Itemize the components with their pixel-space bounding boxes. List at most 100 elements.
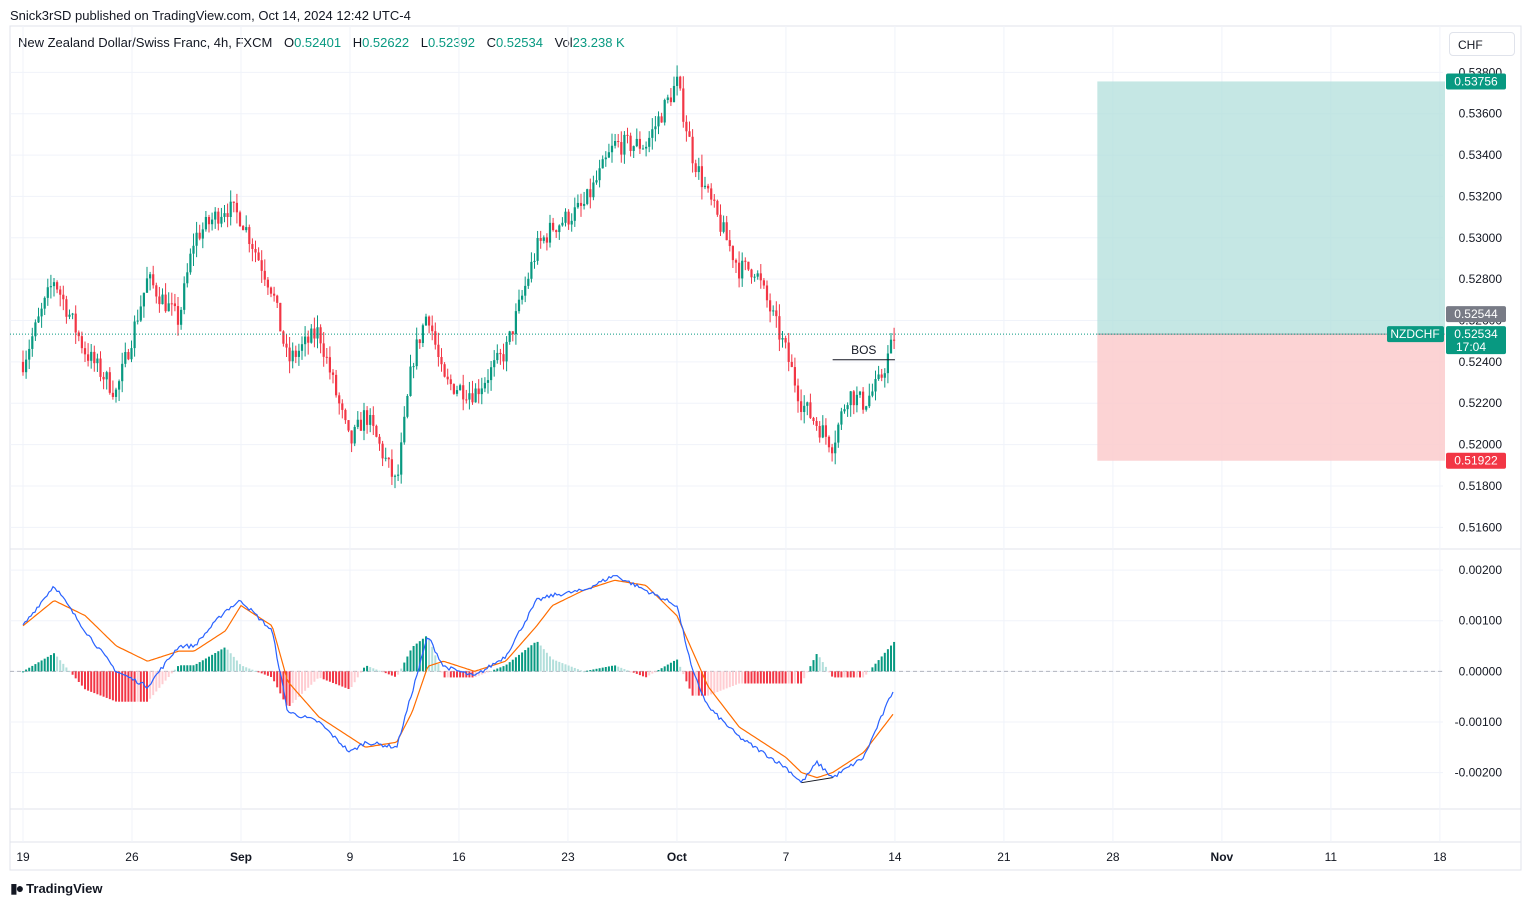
candle-body	[173, 303, 176, 307]
candle-body	[149, 274, 152, 279]
histogram-bar	[232, 656, 235, 672]
histogram-bar	[363, 667, 365, 672]
candle-body	[145, 278, 149, 293]
candle-body	[455, 390, 459, 394]
countdown-value: 17:04	[1456, 340, 1486, 354]
histogram-bar	[22, 671, 24, 673]
signal-line	[22, 579, 894, 779]
histogram-bar	[521, 652, 524, 672]
candle-body	[558, 225, 561, 233]
candle-body	[52, 282, 56, 287]
candle-body	[607, 152, 610, 158]
candle-body	[871, 391, 874, 396]
candle-body	[211, 219, 214, 225]
histogram-bar	[567, 665, 570, 672]
candle-body	[235, 202, 238, 213]
candle-body	[803, 405, 806, 413]
histogram-bar	[288, 671, 291, 706]
histogram-bar	[301, 671, 303, 694]
candle-body	[161, 294, 164, 305]
candle-body	[139, 306, 142, 321]
histogram-bar	[508, 662, 511, 672]
x-tick-label: 11	[1325, 850, 1338, 864]
candle-body	[666, 97, 669, 101]
y-tick-label: 0.53000	[1459, 231, 1503, 245]
histogram-bar	[403, 662, 406, 672]
histogram-bar	[527, 647, 530, 672]
candle-body	[592, 182, 595, 198]
histogram-bar	[443, 671, 446, 678]
histogram-bar	[756, 671, 759, 684]
histogram-bar	[831, 671, 834, 677]
candle-body	[170, 303, 173, 305]
histogram-bar	[440, 671, 443, 673]
high-label: H	[352, 35, 363, 50]
histogram-bar	[276, 671, 279, 688]
candle-body	[136, 320, 139, 322]
candle-body	[527, 278, 530, 286]
candle-body	[480, 388, 483, 395]
candle-body	[34, 322, 37, 337]
candle-body	[688, 131, 691, 137]
histogram-bar	[105, 671, 108, 698]
tradingview-logo[interactable]: ▮● TradingView	[10, 880, 103, 897]
currency-button[interactable]: CHF	[1449, 32, 1515, 56]
histogram-bar	[49, 655, 52, 672]
candle-body	[232, 201, 235, 203]
candle-body	[632, 146, 635, 151]
candle-body	[83, 348, 87, 355]
candle-body	[77, 332, 80, 337]
histogram-bar	[242, 666, 245, 672]
histogram-bar	[759, 671, 762, 684]
low-value: 0.52392	[427, 35, 475, 50]
histogram-bar	[459, 671, 462, 678]
histogram-bar	[127, 671, 130, 702]
x-tick-label: 21	[997, 850, 1011, 864]
candle-body	[288, 347, 291, 362]
histogram-bar	[96, 671, 99, 695]
histogram-bar	[809, 666, 812, 672]
histogram-bar	[177, 666, 179, 672]
candle-body	[189, 253, 192, 273]
macd-tick-label: 0.00100	[1459, 614, 1503, 628]
histogram-bar	[586, 670, 589, 672]
position-zones[interactable]	[1097, 81, 1445, 461]
candle-body	[772, 310, 775, 312]
last-price-value: 0.52534	[1454, 327, 1498, 341]
candle-body	[548, 222, 552, 243]
candle-body	[49, 286, 52, 288]
candle-body	[384, 457, 387, 459]
candle-body	[694, 163, 697, 173]
candle-body	[573, 207, 576, 221]
stop-price-tag-bg	[1446, 452, 1506, 469]
histogram-bar	[136, 671, 139, 702]
histogram-bar	[660, 668, 663, 672]
histogram-bar	[766, 671, 768, 684]
histogram-bar	[449, 671, 452, 678]
histogram-bar	[90, 671, 93, 692]
histogram-bar	[254, 670, 257, 672]
macd-tick-label: 0.00000	[1459, 664, 1503, 678]
x-tick-label: 19	[16, 850, 30, 864]
histogram-bar	[846, 671, 849, 678]
candle-body	[251, 244, 254, 249]
histogram-bar	[180, 665, 183, 672]
candle-body	[403, 416, 406, 443]
y-tick-label: 0.52800	[1459, 272, 1503, 286]
histogram-bar	[716, 671, 719, 693]
candle-body	[508, 331, 511, 342]
macd-tick-label: -0.00200	[1455, 766, 1503, 780]
candle-body	[824, 425, 827, 437]
candle-body	[282, 331, 285, 344]
candle-body	[186, 272, 189, 284]
candle-body	[294, 350, 297, 357]
candle-body	[418, 339, 421, 344]
candle-body	[421, 325, 424, 344]
candle-body	[279, 302, 282, 332]
candle-body	[105, 372, 108, 380]
histogram-bar	[328, 671, 331, 682]
stop-zone	[1097, 334, 1445, 461]
candle-body	[570, 220, 573, 225]
candle-body	[589, 189, 592, 198]
